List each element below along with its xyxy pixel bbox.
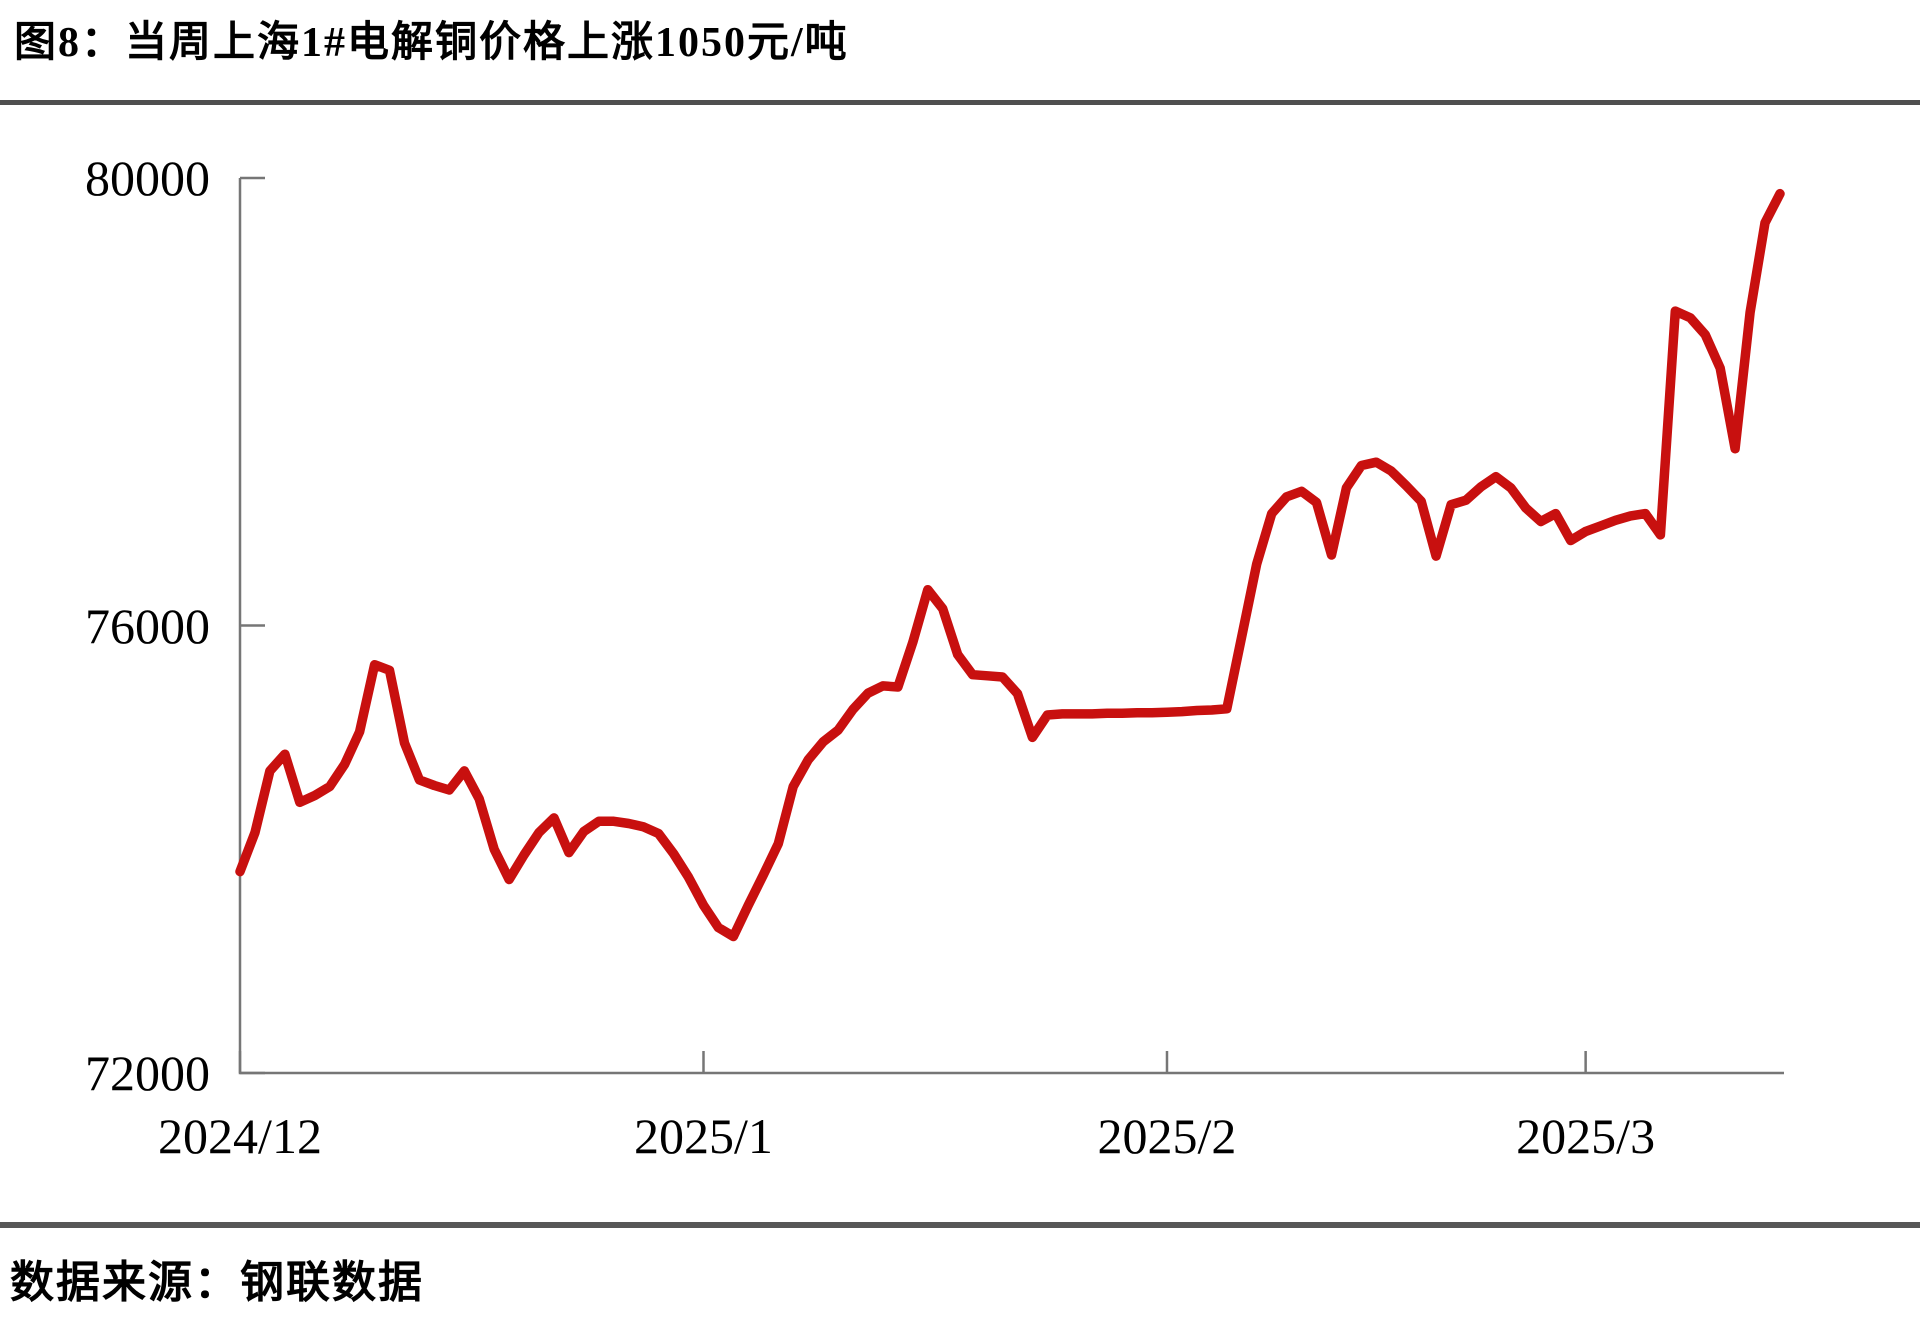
price-line bbox=[235, 188, 1785, 942]
x-axis-label-2025-3: 2025/3 bbox=[1516, 1108, 1656, 1164]
y-axis-label-80000: 80000 bbox=[85, 150, 210, 206]
y-axis-label-76000: 76000 bbox=[85, 597, 210, 654]
axis-lines bbox=[238, 178, 1784, 1075]
figure-title: 图8：当周上海1#电解铜价格上涨1050元/吨 bbox=[14, 20, 849, 66]
x-axis-label-2024-12: 2024/12 bbox=[158, 1108, 322, 1164]
y-axis-label-72000: 72000 bbox=[85, 1045, 210, 1101]
title-divider bbox=[0, 100, 1920, 105]
x-axis-label-2025-2: 2025/2 bbox=[1097, 1108, 1237, 1164]
data-source: 数据来源：钢联数据 bbox=[10, 1258, 424, 1307]
source-divider bbox=[0, 1222, 1920, 1228]
x-axis-label-2025-1: 2025/1 bbox=[634, 1108, 773, 1164]
